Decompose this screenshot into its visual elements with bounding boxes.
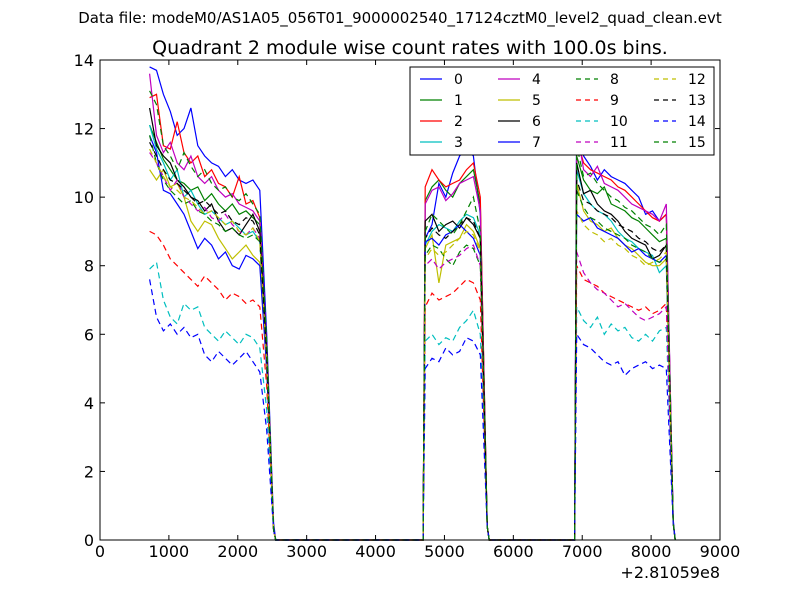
series-line-11 — [149, 152, 676, 541]
series-line-1 — [149, 124, 676, 541]
legend-label: 11 — [610, 135, 628, 151]
series-6 — [149, 107, 676, 541]
legend-item-1: 1 — [420, 93, 463, 109]
series-line-7 — [149, 135, 676, 541]
series-1 — [149, 124, 676, 541]
series-line-6 — [149, 107, 676, 541]
y-tick-label: 4 — [84, 394, 94, 413]
x-axis-offset-label: +2.81059e8 — [620, 563, 720, 582]
legend-label: 8 — [610, 72, 619, 88]
series-13 — [149, 142, 676, 541]
legend-item-0: 0 — [420, 72, 463, 88]
legend-item-8: 8 — [576, 72, 619, 88]
figure-suptitle: Data file: modeM0/AS1A05_056T01_90000025… — [78, 9, 722, 28]
series-line-10 — [149, 261, 676, 541]
legend-label: 7 — [532, 135, 541, 151]
legend-item-7: 7 — [498, 135, 541, 151]
legend-label: 13 — [688, 93, 706, 109]
legend-item-3: 3 — [420, 135, 463, 151]
y-tick-label: 14 — [74, 51, 94, 70]
series-7 — [149, 135, 676, 541]
series-5 — [149, 168, 676, 541]
series-15 — [149, 90, 676, 541]
legend-label: 3 — [454, 135, 463, 151]
series-layer — [149, 66, 676, 541]
series-line-3 — [149, 124, 676, 541]
chart-title: Quadrant 2 module wise count rates with … — [152, 37, 668, 59]
legend-item-11: 11 — [576, 135, 628, 151]
legend-item-12: 12 — [654, 72, 706, 88]
legend-frame — [409, 66, 715, 156]
legend-label: 6 — [532, 114, 541, 130]
series-12 — [149, 148, 676, 541]
series-4 — [149, 73, 676, 541]
series-9 — [149, 230, 676, 541]
axis-ticks: 0 1000 2000 3000 4000 5000 6000 7000 8000 9000 0 2 4… — [74, 51, 741, 561]
legend-label: 5 — [532, 93, 541, 109]
series-line-4 — [149, 73, 676, 541]
series-10 — [149, 261, 676, 541]
series-8 — [149, 135, 676, 541]
legend-item-13: 13 — [654, 93, 706, 109]
y-tick-label: 2 — [84, 462, 94, 481]
series-line-0 — [149, 66, 676, 541]
legend-label: 0 — [454, 72, 463, 88]
x-tick-label: 8000 — [631, 542, 672, 561]
y-tick-label: 12 — [74, 120, 94, 139]
legend-label: 14 — [688, 114, 706, 130]
legend-item-4: 4 — [498, 72, 541, 88]
x-tick-label: 6000 — [493, 542, 534, 561]
y-tick-label: 6 — [84, 325, 94, 344]
y-tick-label: 10 — [74, 188, 94, 207]
x-tick-label: 5000 — [424, 542, 465, 561]
x-tick-label: 1000 — [149, 542, 190, 561]
legend-item-5: 5 — [498, 93, 541, 109]
series-line-8 — [149, 135, 676, 541]
y-tick-label: 0 — [84, 531, 94, 550]
legend-item-6: 6 — [498, 114, 541, 130]
series-line-5 — [149, 168, 676, 541]
legend-item-2: 2 — [420, 114, 463, 130]
legend-label: 15 — [688, 135, 706, 151]
series-line-12 — [149, 148, 676, 541]
series-line-15 — [149, 90, 676, 541]
series-3 — [149, 124, 676, 541]
x-tick-label: 3000 — [286, 542, 327, 561]
y-tick-label: 8 — [84, 257, 94, 276]
legend-label: 12 — [688, 72, 706, 88]
series-0 — [149, 66, 676, 541]
plot-frame — [99, 59, 721, 541]
series-line-9 — [149, 230, 676, 541]
x-tick-label: 4000 — [355, 542, 396, 561]
series-2 — [149, 93, 676, 541]
legend-item-10: 10 — [576, 114, 628, 130]
series-line-13 — [149, 142, 676, 541]
series-11 — [149, 152, 676, 541]
legend-label: 4 — [532, 72, 541, 88]
x-tick-label: 2000 — [217, 542, 258, 561]
x-tick-label: 7000 — [562, 542, 603, 561]
legend-label: 10 — [610, 114, 628, 130]
x-tick-label: 0 — [95, 542, 105, 561]
legend-label: 1 — [454, 93, 463, 109]
legend-label: 2 — [454, 114, 463, 130]
x-tick-label: 9000 — [700, 542, 741, 561]
series-line-2 — [149, 93, 676, 541]
legend-item-14: 14 — [654, 114, 706, 130]
legend-label: 9 — [610, 93, 619, 109]
legend-item-9: 9 — [576, 93, 619, 109]
legend-item-15: 15 — [654, 135, 706, 151]
